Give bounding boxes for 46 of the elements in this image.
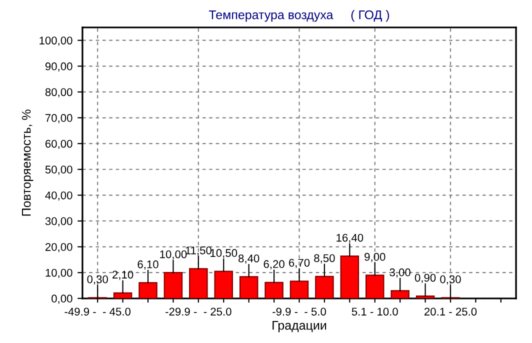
x-tick-label: -49.9 - - 45.0: [64, 308, 131, 316]
bar: [138, 282, 158, 298]
bar: [189, 268, 208, 298]
data-label: 3,00: [390, 268, 410, 278]
y-tick-label: 40,00: [45, 191, 72, 201]
y-axis-title: Повторяемость, %: [22, 110, 34, 216]
bar: [113, 292, 132, 298]
chart-title: Температура воздуха ( ГОД ): [208, 10, 390, 22]
bar: [390, 290, 410, 298]
x-tick-label: -29.9 - - 25.0: [166, 308, 232, 316]
x-axis-title: Градации: [272, 321, 326, 332]
y-tick-label: 20,00: [45, 243, 72, 252]
data-label: 8,50: [314, 254, 335, 264]
data-label: 8,40: [238, 254, 260, 264]
y-tick-label: 0,00: [52, 294, 72, 304]
bar: [290, 280, 309, 298]
y-tick-label: 50,00: [45, 166, 72, 175]
y-tick-label: 70,00: [46, 114, 72, 124]
x-tick-label: 20.1 - 25.0: [424, 308, 477, 316]
bar: [365, 274, 384, 298]
data-label: 0,30: [440, 275, 461, 285]
x-tick-label: -9.9 - - 5.0: [272, 308, 326, 316]
data-label: 10,00: [160, 250, 187, 260]
bar: [340, 256, 360, 298]
data-label: 6,70: [289, 258, 310, 268]
bar: [315, 276, 334, 298]
data-label: 0,30: [87, 275, 108, 285]
y-tick-label: 80,00: [45, 88, 72, 98]
data-label: 6,10: [138, 260, 158, 270]
data-label: 0,90: [414, 274, 436, 284]
data-label: 11,50: [186, 246, 212, 256]
bar: [239, 276, 258, 298]
y-tick-label: 10,00: [46, 268, 72, 278]
bar: [164, 272, 183, 298]
x-tick-label: 5.1 - 10.0: [352, 308, 398, 316]
data-label: 16,40: [336, 234, 364, 244]
data-label: 10,50: [210, 249, 238, 258]
y-tick-label: 100,00: [40, 36, 72, 46]
data-label: 2,10: [112, 270, 134, 280]
data-label: 9,00: [364, 252, 386, 262]
y-tick-label: 30,00: [45, 217, 72, 226]
bar: [264, 282, 284, 298]
y-tick-label: 90,00: [45, 62, 72, 72]
y-tick-label: 60,00: [46, 140, 72, 150]
data-label: 6,20: [264, 260, 284, 270]
bar: [214, 270, 234, 298]
